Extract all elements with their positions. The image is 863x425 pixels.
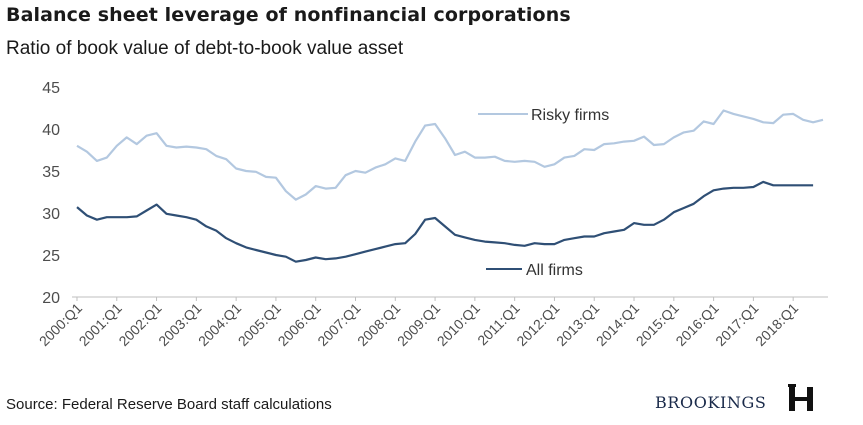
x-tick-label: 2015:Q1 <box>633 300 682 349</box>
x-tick-label: 2004:Q1 <box>195 300 244 349</box>
x-tick-label: 2002:Q1 <box>115 300 164 349</box>
x-tick-label: 2003:Q1 <box>155 300 204 349</box>
x-tick-label: 2009:Q1 <box>394 300 443 349</box>
brookings-h-icon <box>788 384 813 411</box>
x-tick-label: 2005:Q1 <box>235 300 284 349</box>
x-tick-label: 2017:Q1 <box>712 300 761 349</box>
x-tick-label: 2014:Q1 <box>593 300 642 349</box>
label-layer: Risky firms All firms <box>478 107 609 279</box>
x-tick-label: 2000:Q1 <box>36 300 85 349</box>
brand-wordmark: BROOKINGS <box>655 393 767 412</box>
x-tick-label: 2001:Q1 <box>76 300 125 349</box>
y-tick-label: 25 <box>42 248 60 265</box>
x-tick-label: 2006:Q1 <box>275 300 324 349</box>
source-note: Source: Federal Reserve Board staff calc… <box>6 396 332 413</box>
axis-layer: 20 25 30 35 40 45 2000:Q12001:Q12002:Q12003:Q1… <box>36 80 828 349</box>
y-tick-label: 20 <box>42 290 60 307</box>
series-layer <box>76 109 824 263</box>
x-tick-label: 2013:Q1 <box>553 300 602 349</box>
x-tick-label: 2008:Q1 <box>354 300 403 349</box>
series-label: Risky firms <box>531 107 609 124</box>
series-line-risky-firms <box>76 109 824 201</box>
series-line-all-firms <box>76 180 814 263</box>
y-tick-label: 45 <box>42 80 60 97</box>
x-tick-label: 2018:Q1 <box>752 300 801 349</box>
line-chart: 20 25 30 35 40 45 2000:Q12001:Q12002:Q12003:Q1… <box>36 80 828 349</box>
x-tick-label: 2016:Q1 <box>672 300 721 349</box>
chart-title: Balance sheet leverage of nonfinancial c… <box>6 4 571 26</box>
y-tick-label: 30 <box>42 206 60 223</box>
x-tick-label: 2012:Q1 <box>513 300 562 349</box>
y-tick-label: 40 <box>42 122 60 139</box>
x-tick-label: 2007:Q1 <box>314 300 363 349</box>
series-label: All firms <box>526 262 583 279</box>
x-tick-label: 2010:Q1 <box>434 300 483 349</box>
chart-subtitle: Ratio of book value of debt-to-book valu… <box>6 38 404 59</box>
y-tick-label: 35 <box>42 164 60 181</box>
